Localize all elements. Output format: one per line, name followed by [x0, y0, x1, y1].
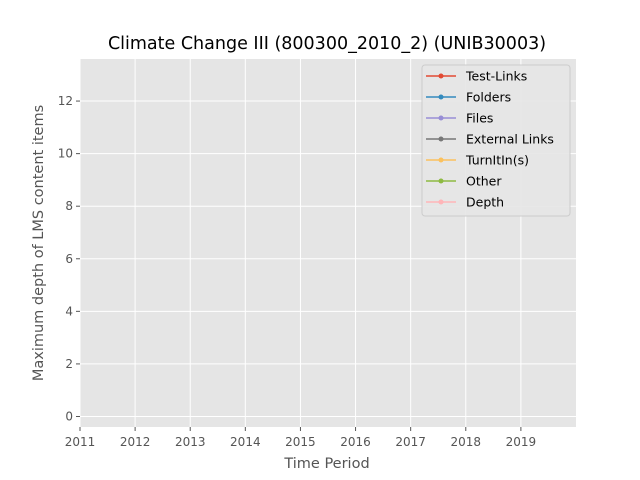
- legend-label: Other: [466, 174, 502, 189]
- legend-entry: Test-Links: [426, 69, 527, 84]
- legend-box: [421, 64, 571, 217]
- x-tick-label: 2017: [395, 435, 426, 449]
- legend-entry: Depth: [426, 195, 504, 210]
- chart-title: Climate Change III (800300_2010_2) (UNIB…: [108, 34, 546, 54]
- x-tick-label: 2015: [285, 435, 316, 449]
- x-tick-label: 2012: [120, 435, 151, 449]
- legend-marker: [438, 94, 444, 100]
- x-axis-ticks: 2011 2012 2013 2014 2015 2016 2017 2018 2019: [65, 427, 536, 449]
- legend-entry: TurnItIn(s): [426, 153, 529, 168]
- y-tick-label: 2: [65, 357, 73, 371]
- legend-entry: Files: [426, 111, 493, 126]
- x-tick-label: 2019: [506, 435, 537, 449]
- legend-label: External Links: [466, 132, 554, 147]
- legend-marker: [438, 178, 444, 184]
- x-tick-label: 2018: [451, 435, 482, 449]
- x-tick-label: 2011: [65, 435, 96, 449]
- y-tick-label: 6: [65, 252, 73, 266]
- legend-marker: [438, 199, 444, 205]
- legend-label: Depth: [466, 195, 504, 210]
- x-axis-label: Time Period: [283, 456, 369, 472]
- y-tick-label: 10: [58, 147, 73, 161]
- legend-entry: External Links: [426, 132, 554, 147]
- x-tick-label: 2014: [230, 435, 261, 449]
- legend-marker: [438, 157, 444, 163]
- y-tick-label: 12: [58, 94, 73, 108]
- legend-marker: [438, 136, 444, 142]
- legend: Test-Links Folders Files External Links Turn…: [421, 64, 571, 217]
- y-axis-label: Maximum depth of LMS content items: [31, 105, 47, 381]
- legend-label: Files: [466, 111, 493, 126]
- legend-entry: Other: [426, 174, 502, 189]
- legend-entry: Folders: [426, 90, 511, 105]
- legend-label: TurnItIn(s): [465, 153, 529, 168]
- x-tick-label: 2013: [175, 435, 206, 449]
- legend-marker: [438, 73, 444, 79]
- y-tick-label: 8: [65, 199, 73, 213]
- y-tick-label: 4: [65, 304, 73, 318]
- legend-marker: [438, 115, 444, 121]
- x-tick-label: 2016: [340, 435, 371, 449]
- y-tick-label: 0: [65, 409, 73, 423]
- legend-label: Test-Links: [465, 69, 527, 84]
- y-axis-ticks: 0 2 4 6 8 10 12: [58, 94, 80, 423]
- legend-label: Folders: [466, 90, 511, 105]
